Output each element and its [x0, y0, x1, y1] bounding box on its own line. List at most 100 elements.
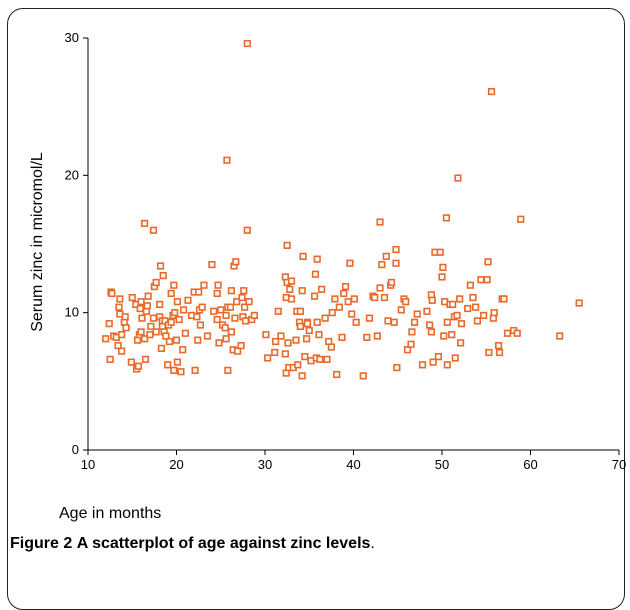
data-point [311, 270, 320, 278]
data-point [200, 281, 208, 289]
data-point [179, 346, 187, 354]
data-point [335, 303, 343, 311]
data-point [134, 362, 143, 370]
data-point [429, 358, 437, 366]
data-point [118, 347, 126, 355]
data-point [167, 289, 175, 298]
data-point [299, 252, 307, 260]
data-point [213, 289, 221, 298]
x-tick-label: 30 [258, 457, 272, 472]
data-point [196, 321, 204, 329]
data-point [466, 281, 474, 289]
data-point [575, 299, 583, 307]
data-point [286, 285, 294, 293]
data-point [315, 331, 323, 339]
data-point [302, 335, 311, 343]
data-point [222, 335, 230, 343]
data-point [413, 310, 421, 318]
data-point [191, 366, 199, 374]
data-point [490, 309, 498, 317]
data-point [428, 296, 436, 304]
caption-text: A scatterplot of age against zinc levels [76, 535, 371, 552]
x-tick-label: 10 [81, 457, 95, 472]
data-point [301, 353, 309, 361]
figure-caption: Figure 2 A scatterplot of age against zi… [10, 535, 375, 553]
data-point [173, 298, 181, 306]
data-point [165, 337, 174, 346]
data-point [313, 318, 321, 326]
data-point [208, 260, 216, 269]
x-axis-label: Age in months [59, 505, 162, 522]
data-point [487, 87, 496, 96]
data-point [426, 321, 434, 329]
data-point [376, 218, 384, 226]
data-point [221, 324, 229, 332]
data-point [472, 303, 480, 311]
data-point [380, 293, 389, 302]
data-point [238, 293, 246, 302]
data-point [359, 372, 367, 380]
data-point [284, 339, 292, 347]
data-point [556, 332, 564, 340]
data-point [313, 255, 321, 263]
data-point [348, 310, 356, 318]
data-point [298, 372, 306, 380]
data-point [390, 318, 398, 326]
data-point [328, 309, 336, 317]
data-point [402, 298, 410, 306]
data-point [217, 306, 225, 314]
data-point [296, 307, 305, 315]
y-tick-label: 20 [65, 167, 79, 182]
data-point [440, 332, 448, 340]
data-point [350, 295, 358, 303]
data-point [423, 307, 431, 315]
data-point [407, 340, 415, 348]
data-point [503, 329, 512, 337]
x-tick-label: 70 [612, 457, 626, 472]
data-point [128, 293, 136, 302]
data-point [108, 289, 116, 298]
data-point [310, 292, 319, 300]
data-points [102, 39, 583, 380]
data-point [392, 259, 400, 267]
data-point [271, 348, 279, 357]
data-point [340, 289, 348, 298]
y-tick-label: 10 [65, 305, 79, 320]
data-point [245, 298, 253, 306]
data-point [144, 292, 152, 300]
data-point [464, 304, 472, 313]
data-point [152, 278, 160, 287]
data-point [224, 366, 232, 374]
data-point [156, 262, 165, 270]
data-point [434, 353, 443, 361]
data-point [365, 314, 374, 322]
data-point [352, 318, 360, 326]
data-point [223, 156, 231, 164]
data-point [469, 293, 477, 302]
data-point [272, 337, 280, 346]
data-point [287, 295, 296, 303]
data-point [410, 318, 419, 326]
data-point [227, 328, 235, 336]
data-point [384, 317, 392, 325]
data-point [479, 311, 488, 320]
data-point [333, 370, 341, 379]
data-point [210, 307, 218, 315]
data-point [106, 355, 114, 363]
data-point [138, 314, 146, 322]
x-tick-label: 40 [346, 457, 360, 472]
data-point [233, 298, 241, 306]
data-point [277, 332, 285, 340]
data-point [323, 355, 331, 363]
data-point [371, 293, 379, 302]
data-point [159, 271, 167, 280]
data-point [118, 331, 126, 339]
data-point [240, 287, 248, 295]
data-point [222, 311, 230, 320]
data-point [457, 320, 466, 328]
y-tick-label: 30 [65, 30, 79, 45]
data-point [443, 318, 451, 326]
data-point [283, 241, 291, 249]
